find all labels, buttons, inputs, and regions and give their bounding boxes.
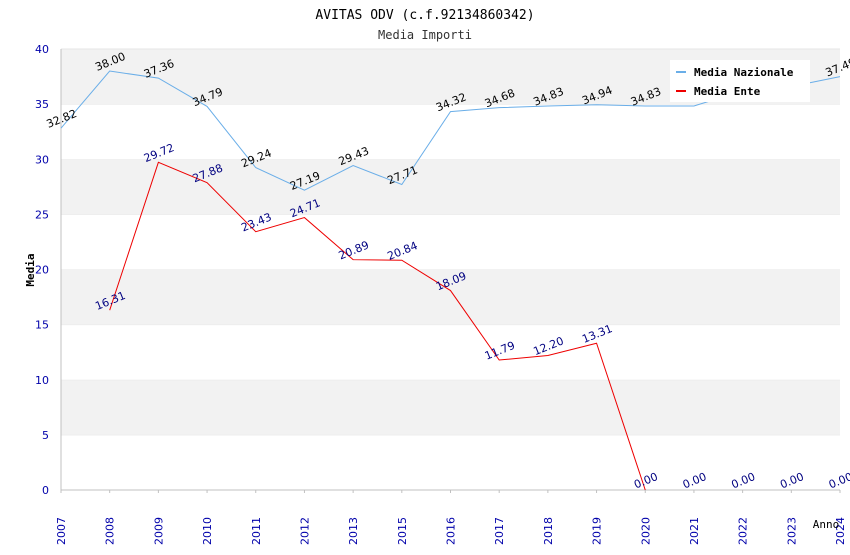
y-ticks: 0 5 10 15 20 25 30 35 40 bbox=[35, 43, 49, 497]
legend-label: Media Ente bbox=[694, 85, 761, 98]
x-tick-label: 2019 bbox=[591, 517, 604, 545]
y-tick-label: 40 bbox=[35, 43, 49, 56]
x-tick-label: 2021 bbox=[688, 517, 701, 545]
x-tick-label: 2007 bbox=[55, 517, 68, 545]
x-tick-label: 2015 bbox=[396, 517, 409, 545]
x-tick-label: 2018 bbox=[542, 517, 555, 545]
x-tick-label: 2016 bbox=[445, 517, 458, 545]
grid-band bbox=[61, 434, 840, 490]
x-axis-label: Anno bbox=[813, 518, 840, 531]
y-tick-label: 5 bbox=[42, 429, 49, 442]
legend: Media Nazionale Media Ente bbox=[670, 60, 810, 102]
x-tick-label: 2024 bbox=[834, 517, 847, 545]
x-tick-label: 2022 bbox=[737, 517, 750, 545]
grid-band bbox=[61, 324, 840, 380]
grid-band bbox=[61, 379, 840, 435]
x-tick-label: 2023 bbox=[785, 517, 798, 545]
grid-band bbox=[61, 269, 840, 325]
grid-band bbox=[61, 104, 840, 160]
y-tick-label: 35 bbox=[35, 98, 49, 111]
x-tick-label: 2020 bbox=[639, 517, 652, 545]
y-tick-label: 10 bbox=[35, 374, 49, 387]
legend-box bbox=[670, 60, 810, 102]
y-tick-label: 15 bbox=[35, 319, 49, 332]
y-tick-label: 25 bbox=[35, 208, 49, 221]
chart-title: AVITAS ODV (c.f.92134860342) bbox=[315, 8, 534, 23]
x-tick-label: 2012 bbox=[298, 517, 311, 545]
x-tick-label: 2010 bbox=[201, 517, 214, 545]
y-axis-label: Media bbox=[24, 253, 37, 286]
grid-bands bbox=[61, 48, 840, 490]
legend-label: Media Nazionale bbox=[694, 66, 794, 79]
y-tick-label: 30 bbox=[35, 153, 49, 166]
y-tick-label: 20 bbox=[35, 264, 49, 277]
grid-band bbox=[61, 159, 840, 215]
y-tick-label: 0 bbox=[42, 484, 49, 497]
series-line-media-ente bbox=[109, 161, 646, 491]
x-tick-label: 2009 bbox=[152, 517, 165, 545]
grid-band bbox=[61, 214, 840, 270]
x-ticks: 2007 2008 2009 2010 2011 2012 2013 2015 2016 2017… bbox=[55, 490, 847, 545]
x-tick-label: 2013 bbox=[347, 517, 360, 545]
x-tick-label: 2011 bbox=[250, 517, 263, 545]
chart-subtitle: Media Importi bbox=[378, 28, 472, 42]
x-tick-label: 2017 bbox=[493, 517, 506, 545]
x-tick-label: 2008 bbox=[104, 517, 117, 545]
